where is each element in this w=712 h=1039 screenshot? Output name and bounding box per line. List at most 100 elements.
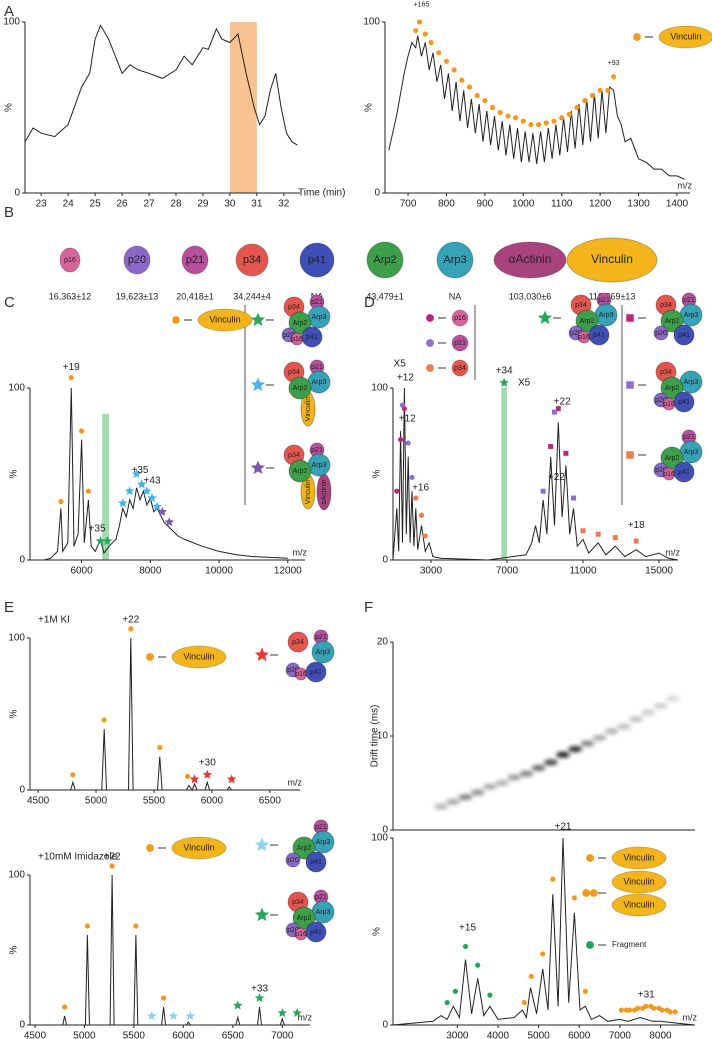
x-axis-label: m/z [678, 180, 693, 190]
square-marker [626, 381, 634, 389]
subunit-name: p34 [243, 254, 261, 266]
x-tick-label: 4500 [24, 1031, 47, 1039]
peak-annotation: +35 [89, 524, 106, 535]
x-axis-label: Time (min) [298, 188, 345, 199]
square-marker [580, 528, 586, 534]
complex-subunit-label: p16 [295, 671, 307, 678]
complex-subunit-label: p20 [570, 330, 582, 337]
star-marker [499, 377, 509, 387]
x-tick-label: 23 [36, 199, 48, 210]
x-tick-label: 11000 [569, 566, 597, 577]
complex-subunit-label: p41 [593, 332, 605, 339]
complex-subunit-label: Arp3 [316, 649, 331, 656]
square-marker [548, 443, 554, 449]
drift-spot [580, 740, 595, 747]
dot-marker [426, 339, 434, 347]
drift-spot [482, 783, 497, 790]
drift-spot [653, 702, 668, 709]
y-tick-label: 100 [371, 383, 388, 394]
star-marker [277, 1008, 288, 1017]
x-tick-label: 32 [278, 199, 290, 210]
drift-spot [641, 709, 656, 716]
drift-spot [568, 746, 583, 753]
complex-subunit-label: p41 [678, 399, 690, 406]
subunit-name: p20 [128, 254, 146, 266]
dot-marker [101, 717, 107, 723]
complex-subunit-label: p16 [663, 401, 675, 408]
square-marker [595, 531, 601, 537]
x-tick-label: 5500 [143, 796, 166, 807]
dot-marker [474, 92, 480, 99]
dot-marker [582, 98, 588, 104]
legend-blob [451, 309, 469, 327]
y-axis-label: % [372, 469, 383, 478]
complex-subunit-label: p41 [310, 859, 322, 866]
dot-marker [466, 84, 473, 90]
dot-marker [160, 995, 167, 1001]
highlight-band [102, 413, 110, 560]
dot-marker [521, 999, 528, 1006]
peak-annotation: X5 [394, 359, 407, 370]
star-marker [254, 837, 270, 852]
dot-marker [586, 854, 594, 862]
star-marker [102, 536, 113, 546]
drift-spot [592, 734, 607, 741]
dot-marker [566, 111, 572, 117]
dot-marker [475, 962, 481, 968]
dot-marker [574, 104, 580, 111]
dot-marker [68, 375, 74, 381]
x-tick-label: 26 [116, 199, 128, 210]
x-tick-label: 3000 [446, 1031, 469, 1039]
y-axis-label: % [364, 103, 375, 112]
dot-marker [582, 988, 588, 994]
legend-label: Vinculin [623, 852, 654, 862]
spectrum-line [30, 637, 300, 792]
dot-marker [597, 87, 603, 93]
x-tick-label: 6500 [259, 796, 282, 807]
legend-blob [451, 359, 469, 377]
peak-annotation: +16 [412, 482, 429, 493]
dot-marker [426, 314, 434, 322]
subunit-blob [235, 243, 269, 277]
complex-subunit-label: Arp2 [665, 385, 680, 392]
subunit-name: αActinin [509, 252, 552, 266]
legend-blob [451, 334, 469, 352]
dot-marker [146, 844, 154, 852]
dot-marker [84, 923, 90, 929]
legend-label: p21 [454, 340, 466, 347]
x-tick-label: 30 [224, 199, 236, 210]
dot-marker [551, 118, 557, 124]
dot-marker [550, 876, 556, 882]
dot-marker [443, 58, 450, 64]
subunit-mass: 43,479±1 [366, 291, 403, 301]
subunit-blob [181, 245, 209, 275]
square-marker [626, 451, 634, 459]
star-marker [95, 536, 106, 546]
x-tick-label: 5000 [527, 1031, 550, 1039]
square-marker [571, 495, 576, 501]
y-tick-label: 0 [19, 1020, 25, 1031]
subunit-mass: 19,623±13 [116, 291, 158, 301]
legend-label: Vinculin [183, 842, 214, 852]
complex-subunit [305, 851, 327, 873]
y-axis-label: % [9, 945, 20, 954]
y-axis-label: % [9, 709, 20, 718]
complex-subunit [673, 461, 695, 483]
star-marker [185, 1011, 195, 1020]
complex-subunit-label: p20 [655, 397, 667, 404]
x-tick-label: 1300 [627, 199, 650, 210]
complex-subunit-label: p34 [660, 369, 672, 376]
star-marker [254, 993, 265, 1002]
complex-subunit [311, 640, 335, 664]
complex-subunit [288, 459, 312, 483]
y-axis-label: % [9, 469, 20, 478]
x-tick-label: 8000 [139, 566, 162, 577]
subunit-blob [59, 247, 81, 273]
complex-subunit-label: p21 [315, 634, 327, 641]
dot [626, 1007, 633, 1013]
complex-subunit-label: Arp3 [599, 312, 614, 319]
complex-subunit-label: Arp2 [665, 455, 680, 462]
drift-spot [665, 695, 680, 702]
complex-subunit-label: p34 [660, 302, 672, 309]
subunit-mass: 103,030±6 [509, 291, 551, 301]
